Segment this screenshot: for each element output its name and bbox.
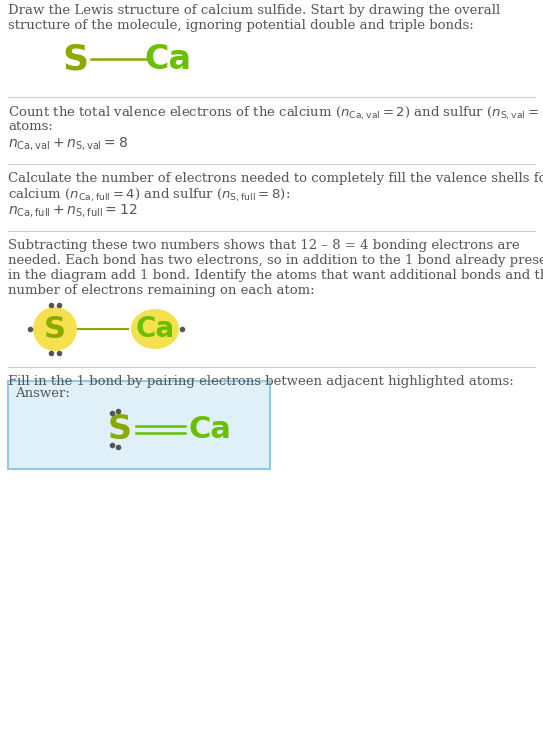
Text: needed. Each bond has two electrons, so in addition to the 1 bond already presen: needed. Each bond has two electrons, so … xyxy=(8,254,543,267)
Text: Fill in the 1 bond by pairing electrons between adjacent highlighted atoms:: Fill in the 1 bond by pairing electrons … xyxy=(8,375,514,388)
Text: Subtracting these two numbers shows that 12 – 8 = 4 bonding electrons are: Subtracting these two numbers shows that… xyxy=(8,239,520,252)
Text: Ca: Ca xyxy=(144,43,192,75)
Text: Answer:: Answer: xyxy=(15,387,70,400)
Text: structure of the molecule, ignoring potential double and triple bonds:: structure of the molecule, ignoring pote… xyxy=(8,19,473,32)
Text: Ca: Ca xyxy=(135,315,174,343)
Text: Draw the Lewis structure of calcium sulfide. Start by drawing the overall: Draw the Lewis structure of calcium sulf… xyxy=(8,4,500,17)
Text: $n_{\mathrm{Ca,full}} + n_{\mathrm{S,full}} = 12$: $n_{\mathrm{Ca,full}} + n_{\mathrm{S,ful… xyxy=(8,202,137,219)
Text: atoms:: atoms: xyxy=(8,120,53,133)
Ellipse shape xyxy=(131,309,179,349)
Text: S: S xyxy=(62,42,88,76)
Text: number of electrons remaining on each atom:: number of electrons remaining on each at… xyxy=(8,284,314,297)
Text: Ca: Ca xyxy=(188,414,231,444)
Text: Calculate the number of electrons needed to completely fill the valence shells f: Calculate the number of electrons needed… xyxy=(8,172,543,185)
Ellipse shape xyxy=(33,307,77,351)
Text: in the diagram add 1 bond. Identify the atoms that want additional bonds and the: in the diagram add 1 bond. Identify the … xyxy=(8,269,543,282)
FancyBboxPatch shape xyxy=(8,381,270,469)
Text: Count the total valence electrons of the calcium ($n_{\mathrm{Ca,val}} = 2$) and: Count the total valence electrons of the… xyxy=(8,105,543,122)
Text: $n_{\mathrm{Ca,val}} + n_{\mathrm{S,val}} = 8$: $n_{\mathrm{Ca,val}} + n_{\mathrm{S,val}… xyxy=(8,135,128,152)
Text: S: S xyxy=(44,315,66,343)
Text: S: S xyxy=(108,413,132,445)
Text: calcium ($n_{\mathrm{Ca,full}} = 4$) and sulfur ($n_{\mathrm{S,full}} = 8$):: calcium ($n_{\mathrm{Ca,full}} = 4$) and… xyxy=(8,187,291,204)
